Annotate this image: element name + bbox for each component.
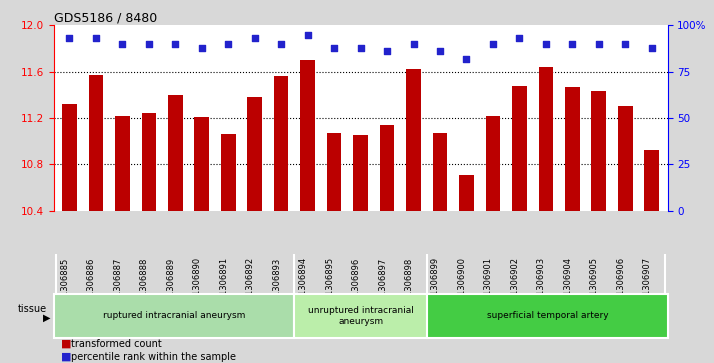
Bar xyxy=(115,116,130,211)
Point xyxy=(143,41,154,47)
Text: ruptured intracranial aneurysm: ruptured intracranial aneurysm xyxy=(103,311,245,320)
Bar xyxy=(565,87,580,211)
Text: ▶: ▶ xyxy=(42,313,50,323)
Bar xyxy=(427,294,668,338)
Bar xyxy=(327,133,341,211)
Text: GSM1306889: GSM1306889 xyxy=(166,257,176,314)
Point xyxy=(381,48,393,54)
Text: tissue: tissue xyxy=(17,304,46,314)
Point xyxy=(593,41,605,47)
Text: GSM1306893: GSM1306893 xyxy=(272,257,281,314)
Point xyxy=(64,36,75,41)
Text: transformed count: transformed count xyxy=(71,339,162,349)
Bar xyxy=(380,125,394,211)
Text: GSM1306888: GSM1306888 xyxy=(140,257,149,314)
Text: GSM1306906: GSM1306906 xyxy=(616,257,625,314)
Bar xyxy=(406,69,421,211)
Text: GSM1306887: GSM1306887 xyxy=(114,257,122,314)
Bar xyxy=(274,76,288,211)
Point xyxy=(90,36,101,41)
Text: GSM1306898: GSM1306898 xyxy=(405,257,413,314)
Point xyxy=(328,45,340,50)
Point xyxy=(567,41,578,47)
Point xyxy=(620,41,631,47)
Text: GDS5186 / 8480: GDS5186 / 8480 xyxy=(54,11,157,24)
Point xyxy=(170,41,181,47)
Text: ■: ■ xyxy=(61,339,71,349)
Bar xyxy=(353,135,368,211)
Text: GSM1306895: GSM1306895 xyxy=(325,257,334,314)
Text: GSM1306902: GSM1306902 xyxy=(511,257,519,313)
Point xyxy=(646,45,658,50)
Text: GSM1306897: GSM1306897 xyxy=(378,257,387,314)
Bar xyxy=(433,133,447,211)
Point xyxy=(540,41,551,47)
Text: GSM1306892: GSM1306892 xyxy=(246,257,255,314)
Text: GSM1306894: GSM1306894 xyxy=(298,257,308,314)
Text: GSM1306901: GSM1306901 xyxy=(484,257,493,313)
Bar xyxy=(89,75,104,211)
Text: GSM1306907: GSM1306907 xyxy=(643,257,652,314)
Bar xyxy=(486,116,501,211)
Bar xyxy=(591,91,606,211)
Bar xyxy=(645,150,659,211)
Point xyxy=(513,36,525,41)
Text: GSM1306885: GSM1306885 xyxy=(61,257,69,314)
Bar xyxy=(538,67,553,211)
Bar xyxy=(194,117,209,211)
Text: GSM1306905: GSM1306905 xyxy=(590,257,599,313)
Bar xyxy=(294,294,427,338)
Point xyxy=(302,32,313,38)
Text: GSM1306886: GSM1306886 xyxy=(87,257,96,314)
Text: superficial temporal artery: superficial temporal artery xyxy=(487,311,608,320)
Bar xyxy=(618,106,633,211)
Text: unruptured intracranial
aneurysm: unruptured intracranial aneurysm xyxy=(308,306,413,326)
Bar xyxy=(54,294,294,338)
Point xyxy=(461,56,472,62)
Point xyxy=(276,41,287,47)
Bar xyxy=(301,60,315,211)
Point xyxy=(487,41,498,47)
Bar xyxy=(62,104,76,211)
Text: ■: ■ xyxy=(61,352,71,362)
Bar xyxy=(248,97,262,211)
Text: GSM1306900: GSM1306900 xyxy=(458,257,466,313)
Point xyxy=(249,36,261,41)
Bar xyxy=(221,134,236,211)
Text: GSM1306896: GSM1306896 xyxy=(351,257,361,314)
Text: GSM1306891: GSM1306891 xyxy=(219,257,228,314)
Point xyxy=(434,48,446,54)
Bar xyxy=(141,113,156,211)
Text: GSM1306899: GSM1306899 xyxy=(431,257,440,314)
Text: percentile rank within the sample: percentile rank within the sample xyxy=(71,352,236,362)
Point xyxy=(116,41,128,47)
Point xyxy=(223,41,234,47)
Text: GSM1306890: GSM1306890 xyxy=(193,257,202,314)
Bar xyxy=(459,175,473,211)
Text: GSM1306904: GSM1306904 xyxy=(563,257,573,313)
Point xyxy=(355,45,366,50)
Point xyxy=(196,45,208,50)
Bar xyxy=(512,86,527,211)
Bar xyxy=(168,95,183,211)
Text: GSM1306903: GSM1306903 xyxy=(537,257,545,314)
Point xyxy=(408,41,419,47)
